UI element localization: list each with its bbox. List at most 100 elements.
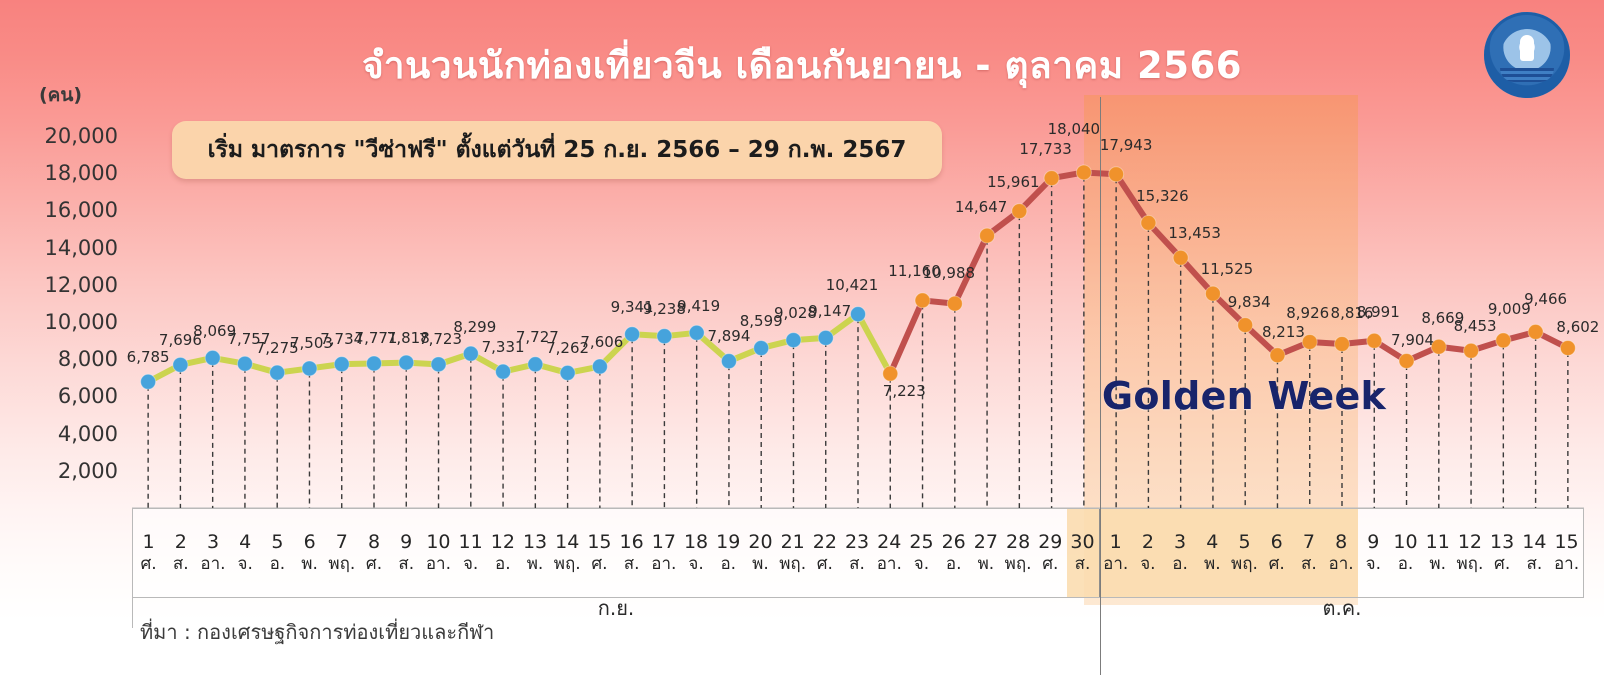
data-point-marker xyxy=(1366,332,1383,349)
x-axis-tick-กย-8[interactable]: 8 ศ. xyxy=(358,509,390,597)
x-axis-tick-ตค-11[interactable]: 11 พ. xyxy=(1422,509,1454,597)
x-axis-tick-กย-27[interactable]: 27 พ. xyxy=(970,509,1002,597)
x-axis-tick-ตค-9[interactable]: 9 จ. xyxy=(1358,509,1390,597)
data-point-value-label: 7,223 xyxy=(882,381,926,400)
y-axis-tick: 6,000 xyxy=(57,384,118,409)
x-axis-weekday: อา. xyxy=(425,554,452,575)
x-axis-weekday: ส. xyxy=(849,554,865,575)
data-point-marker xyxy=(1269,347,1286,364)
x-axis-tick-ตค-1[interactable]: 1 อา. xyxy=(1099,97,1133,675)
x-axis-day: 27 xyxy=(973,530,998,553)
x-axis-tick-กย-1[interactable]: 1 ศ. xyxy=(133,509,165,597)
x-axis-day: 3 xyxy=(206,530,220,553)
y-axis-tick: 14,000 xyxy=(44,235,118,260)
x-axis-tick-กย-30[interactable]: 30 ส. xyxy=(1066,509,1100,597)
x-axis-tick-กย-3[interactable]: 3 อา. xyxy=(197,509,229,597)
data-point-value-label: 10,421 xyxy=(825,276,879,295)
x-axis-tick-กย-24[interactable]: 24 อา. xyxy=(874,509,906,597)
data-point-marker xyxy=(1140,214,1157,231)
x-axis-tick-กย-4[interactable]: 4 จ. xyxy=(230,509,262,597)
x-axis-tick-กย-12[interactable]: 12 อ. xyxy=(487,509,519,597)
data-point-value-label: 9,238 xyxy=(642,300,686,319)
x-axis-tick-ตค-10[interactable]: 10 อ. xyxy=(1390,509,1422,597)
x-axis-tick-กย-28[interactable]: 28 พฤ. xyxy=(1002,509,1034,597)
x-axis-weekday: ศ. xyxy=(1268,554,1285,575)
x-axis-weekday: อา. xyxy=(651,554,677,575)
x-axis-tick-ตค-8[interactable]: 8 อา. xyxy=(1325,509,1358,597)
x-axis-tick-กย-29[interactable]: 29 ศ. xyxy=(1035,509,1067,597)
data-point-marker xyxy=(1527,323,1544,340)
golden-week-label: Golden Week xyxy=(1101,374,1387,418)
x-axis-weekday: ส. xyxy=(172,554,189,575)
x-axis-tick-ตค-13[interactable]: 13 ศ. xyxy=(1487,509,1519,597)
data-point-marker xyxy=(398,354,415,371)
x-axis-tick-กย-23[interactable]: 23 ส. xyxy=(841,509,873,597)
data-point-value-label: 15,961 xyxy=(987,173,1040,192)
x-axis-tick-กย-10[interactable]: 10 อา. xyxy=(423,509,455,597)
data-point-value-label: 7,771 xyxy=(354,329,398,348)
x-axis-tick-ตค-4[interactable]: 4 พ. xyxy=(1196,509,1229,597)
x-axis-tick-กย-15[interactable]: 15 ศ. xyxy=(584,509,616,597)
data-point-marker xyxy=(1559,340,1576,357)
x-axis-tick-ตค-2[interactable]: 2 จ. xyxy=(1132,509,1165,597)
x-axis-tick-กย-7[interactable]: 7 พฤ. xyxy=(326,509,358,597)
x-axis-day: 8 xyxy=(367,530,381,553)
data-point-marker xyxy=(914,292,931,309)
data-point-marker xyxy=(1172,249,1189,266)
month-label: ต.ค. xyxy=(1322,596,1362,620)
x-axis-tick-กย-21[interactable]: 21 พฤ. xyxy=(777,509,809,597)
logo-ring xyxy=(1484,12,1570,98)
data-point-value-label: 7,757 xyxy=(227,329,271,348)
x-axis-tick-ตค-3[interactable]: 3 อ. xyxy=(1164,509,1197,597)
x-axis-weekday: อ. xyxy=(1172,554,1188,575)
data-point-marker xyxy=(301,360,318,377)
x-axis-tick-กย-18[interactable]: 18 จ. xyxy=(680,509,712,597)
x-axis-tick-กย-9[interactable]: 9 ส. xyxy=(391,509,423,597)
x-axis-tick-กย-26[interactable]: 26 อ. xyxy=(938,509,970,597)
x-axis-weekday: อา. xyxy=(1328,554,1354,575)
x-axis-tick-ตค-5[interactable]: 5 พฤ. xyxy=(1228,509,1262,597)
data-point-marker xyxy=(882,365,899,382)
x-axis-day: 15 xyxy=(1554,530,1579,553)
x-axis-tick-กย-19[interactable]: 19 อ. xyxy=(713,509,745,597)
x-axis-tick-ตค-12[interactable]: 12 พฤ. xyxy=(1454,509,1486,597)
x-axis-tick-กย-16[interactable]: 16 ส. xyxy=(616,509,648,597)
x-axis-weekday: พฤ. xyxy=(1004,554,1032,575)
x-axis-tick-กย-14[interactable]: 14 พฤ. xyxy=(552,509,584,597)
x-axis-tick-กย-6[interactable]: 6 พ. xyxy=(294,509,326,597)
x-axis-weekday: ศ. xyxy=(1042,554,1059,575)
x-axis-weekday: พฤ. xyxy=(553,554,581,575)
data-point-value-label: 8,926 xyxy=(1286,303,1330,322)
x-axis-day: 1 xyxy=(1109,530,1122,553)
x-axis-weekday: อ. xyxy=(945,554,962,575)
x-axis-tick-ตค-14[interactable]: 14 ส. xyxy=(1519,509,1551,597)
y-axis-tick: 16,000 xyxy=(44,198,118,223)
x-axis-day: 28 xyxy=(1005,530,1031,553)
x-axis-tick-กย-5[interactable]: 5 อ. xyxy=(262,509,294,597)
data-point-value-label: 8,069 xyxy=(193,321,237,340)
data-point-marker xyxy=(979,227,996,244)
series-line xyxy=(887,169,1571,377)
x-axis-tick-กย-25[interactable]: 25 จ. xyxy=(906,509,938,597)
x-axis-tick-กย-17[interactable]: 17 อา. xyxy=(648,509,680,597)
x-axis-tick-กย-13[interactable]: 13 พ. xyxy=(519,509,551,597)
data-point-value-label: 7,727 xyxy=(515,328,559,347)
x-axis-weekday: พ. xyxy=(977,554,995,575)
x-axis-tick-กย-11[interactable]: 11 จ. xyxy=(455,509,487,597)
x-axis-tick-กย-22[interactable]: 22 ศ. xyxy=(809,509,841,597)
data-point-value-label: 7,503 xyxy=(289,334,333,353)
x-axis-weekday: พ. xyxy=(301,554,318,575)
x-axis-tick-ตค-6[interactable]: 6 ศ. xyxy=(1261,509,1294,597)
x-axis-weekday: ศ. xyxy=(816,554,833,575)
y-axis-tick: 20,000 xyxy=(44,124,118,148)
x-axis-weekday: จ. xyxy=(1140,554,1156,575)
x-axis-day: 15 xyxy=(587,530,612,553)
data-point-value-label: 8,669 xyxy=(1421,308,1465,327)
x-axis-tick-กย-2[interactable]: 2 ส. xyxy=(165,509,197,597)
x-axis-weekday: ส. xyxy=(1301,554,1317,575)
data-point-marker xyxy=(946,295,963,312)
x-axis-tick-ตค-7[interactable]: 7 ส. xyxy=(1293,509,1326,597)
x-axis-tick-กย-20[interactable]: 20 พ. xyxy=(745,509,777,597)
x-axis-tick-ตค-15[interactable]: 15 อา. xyxy=(1551,509,1583,597)
